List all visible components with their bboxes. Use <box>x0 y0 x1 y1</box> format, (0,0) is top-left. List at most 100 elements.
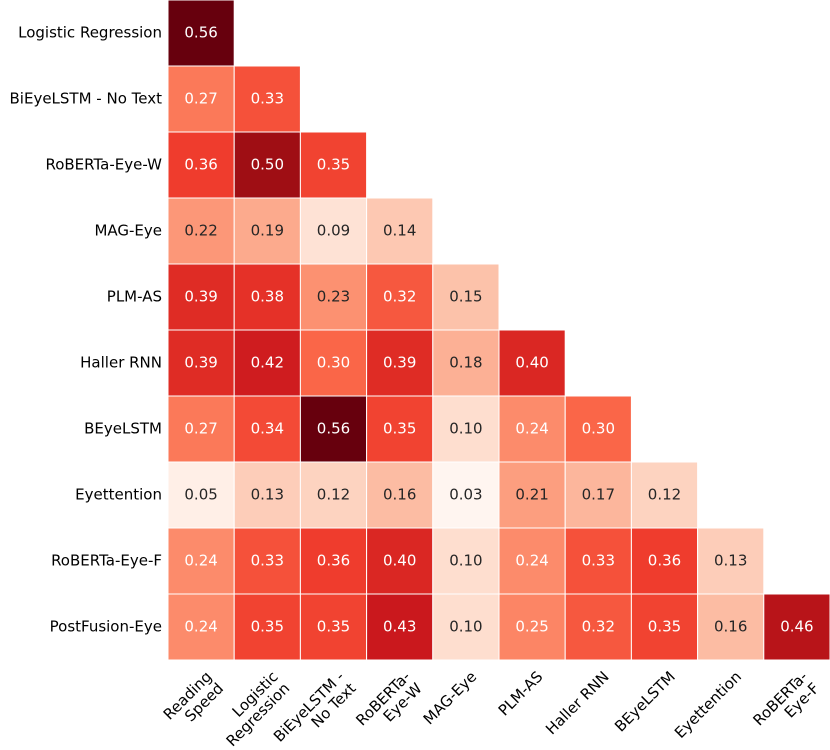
cell-label: 0.16 <box>383 486 416 504</box>
cell-label: 0.33 <box>251 552 284 570</box>
heatmap-cell <box>167 461 235 529</box>
cell-label: 0.12 <box>317 486 350 504</box>
heatmap-cell <box>498 395 566 463</box>
x-tick-label: RoBERTa-Eye-F <box>749 667 822 740</box>
heatmap-cell <box>233 263 301 331</box>
cell-label: 0.40 <box>515 354 548 372</box>
heatmap-cell <box>299 131 368 199</box>
cell-label: 0.40 <box>383 552 416 570</box>
cell-label: 0.39 <box>184 288 217 306</box>
heatmap-cell <box>498 329 566 397</box>
x-tick-label: BiEyeLSTM -No Text <box>270 667 360 750</box>
cell-label: 0.05 <box>184 486 217 504</box>
heatmap-cell <box>697 527 765 595</box>
heatmap-cell <box>233 527 301 595</box>
cell-label: 0.56 <box>317 420 350 438</box>
heatmap-cell <box>167 131 235 199</box>
cell-label: 0.33 <box>582 552 615 570</box>
cell-label: 0.24 <box>515 420 548 438</box>
cell-label: 0.24 <box>515 552 548 570</box>
cell-label: 0.27 <box>184 420 217 438</box>
cell-label: 0.22 <box>184 222 217 240</box>
heatmap-cell <box>763 593 830 661</box>
heatmap-cell <box>432 461 500 529</box>
cell-label: 0.36 <box>184 156 217 174</box>
x-tick-label: BEyeLSTM <box>611 667 679 735</box>
cell-label: 0.36 <box>317 552 350 570</box>
cell-label: 0.38 <box>251 288 284 306</box>
cell-label: 0.35 <box>648 618 681 636</box>
cell-label: 0.18 <box>449 354 482 372</box>
row-label: RoBERTa-Eye-F <box>51 552 162 570</box>
heatmap-cell <box>432 263 500 331</box>
cell-label: 0.56 <box>184 24 217 42</box>
cell-label: 0.10 <box>449 420 482 438</box>
cell-label: 0.39 <box>383 354 416 372</box>
heatmap-cell <box>366 197 434 265</box>
row-label: MAG-Eye <box>94 222 162 240</box>
cell-label: 0.27 <box>184 90 217 108</box>
heatmap-cell <box>498 527 566 595</box>
cell-label: 0.09 <box>317 222 350 240</box>
x-tick-label: Haller RNN <box>542 667 613 738</box>
heatmap-cell <box>167 197 235 265</box>
cell-label: 0.46 <box>780 618 813 636</box>
heatmap-cell <box>366 461 434 529</box>
cell-label: 0.50 <box>251 156 284 174</box>
heatmap-cell <box>564 395 632 463</box>
heatmap-cell <box>299 593 368 661</box>
row-label: BiEyeLSTM - No Text <box>10 90 163 108</box>
cell-label: 0.13 <box>251 486 284 504</box>
cell-label: 0.21 <box>515 486 548 504</box>
heatmap-cell <box>167 0 235 67</box>
heatmap-cell <box>498 593 566 661</box>
heatmap-cell <box>432 593 500 661</box>
cell-label: 0.17 <box>582 486 615 504</box>
cell-label: 0.39 <box>184 354 217 372</box>
cell-label: 0.34 <box>251 420 284 438</box>
heatmap-cell <box>167 263 235 331</box>
cell-label: 0.35 <box>251 618 284 636</box>
heatmap-cell <box>630 461 699 529</box>
cell-label: 0.35 <box>317 156 350 174</box>
x-tick-label: RoBERTa-Eye-W <box>352 667 426 741</box>
cell-label: 0.13 <box>714 552 747 570</box>
cell-label: 0.12 <box>648 486 681 504</box>
row-label: PLM-AS <box>107 288 162 306</box>
heatmap-cell <box>630 527 699 595</box>
cell-label: 0.32 <box>582 618 615 636</box>
row-label: BEyeLSTM <box>84 420 162 438</box>
x-tick-label: PLM-AS <box>494 667 546 719</box>
heatmap-cell <box>233 461 301 529</box>
cell-label: 0.16 <box>714 618 747 636</box>
heatmap-cell <box>432 527 500 595</box>
heatmap-cell <box>366 329 434 397</box>
cell-label: 0.42 <box>251 354 284 372</box>
cell-label: 0.23 <box>317 288 350 306</box>
cell-label: 0.24 <box>184 618 217 636</box>
heatmap-cell <box>366 593 434 661</box>
heatmap-cell <box>697 593 765 661</box>
cell-label: 0.35 <box>317 618 350 636</box>
heatmap-cell <box>366 395 434 463</box>
heatmap-cell <box>167 527 235 595</box>
cell-label: 0.14 <box>383 222 416 240</box>
x-tick-label: ReadingSpeed <box>159 667 226 734</box>
x-tick-label: MAG-Eye <box>419 667 480 728</box>
row-label: Haller RNN <box>80 354 162 372</box>
row-label: RoBERTa-Eye-W <box>45 156 162 174</box>
cell-label: 0.25 <box>515 618 548 636</box>
x-tick-label: Eyettention <box>671 667 745 741</box>
cell-label: 0.30 <box>582 420 615 438</box>
row-label: Eyettention <box>75 486 162 504</box>
row-label: Logistic Regression <box>18 24 162 42</box>
cell-label: 0.32 <box>383 288 416 306</box>
heatmap-cell <box>366 527 434 595</box>
cell-label: 0.10 <box>449 552 482 570</box>
cell-label: 0.30 <box>317 354 350 372</box>
heatmap-cell <box>564 461 632 529</box>
cell-label: 0.36 <box>648 552 681 570</box>
cell-label: 0.43 <box>383 618 416 636</box>
heatmap-cell <box>564 593 632 661</box>
